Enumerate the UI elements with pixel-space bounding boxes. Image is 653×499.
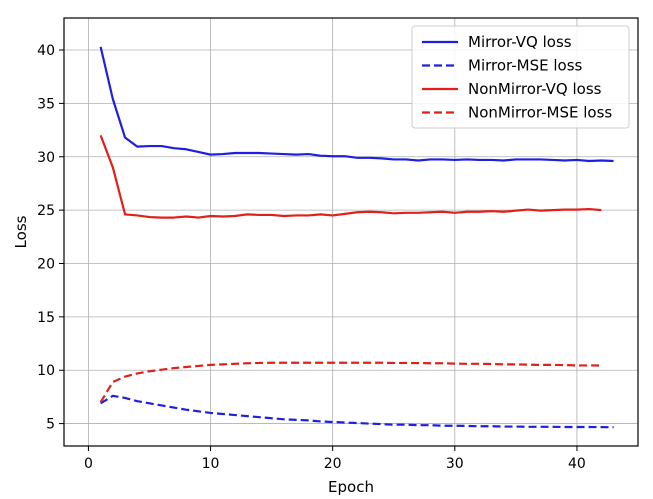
x-axis-label: Epoch xyxy=(328,478,374,496)
y-tick-label: 20 xyxy=(37,256,55,272)
x-tick-label: 10 xyxy=(202,456,220,472)
series-lines xyxy=(99,46,614,429)
plot-area-frame xyxy=(63,17,639,447)
y-tick-label: 40 xyxy=(37,43,55,59)
series-line-nonmirror-vq-loss xyxy=(99,135,602,219)
series-line-mirror-vq-loss xyxy=(99,46,614,163)
x-tick-label: 30 xyxy=(446,456,464,472)
y-tick-label: 15 xyxy=(37,310,55,326)
y-tick-label: 25 xyxy=(37,203,55,219)
series-line-nonmirror-mse-loss xyxy=(99,361,602,403)
series-line-mirror-mse-loss xyxy=(100,394,614,429)
y-tick-label: 5 xyxy=(46,417,55,433)
legend: Mirror-VQ loss Mirror-MSE loss NonMirror-V… xyxy=(411,25,630,129)
legend-label: Mirror-VQ loss xyxy=(468,33,572,51)
y-tick-label: 10 xyxy=(37,363,55,379)
x-tick-label: 0 xyxy=(84,456,93,472)
axis-ticks: 0 10 20 30 40 5 10 15 20 25 30 35 40 xyxy=(37,43,586,472)
y-axis-label: Loss xyxy=(12,215,30,248)
legend-label: Mirror-MSE loss xyxy=(468,57,583,75)
x-tick-label: 40 xyxy=(568,456,586,472)
x-tick-label: 20 xyxy=(324,456,342,472)
legend-box xyxy=(411,25,630,129)
y-tick-label: 35 xyxy=(37,96,55,112)
legend-label: NonMirror-VQ loss xyxy=(468,80,602,98)
legend-label: NonMirror-MSE loss xyxy=(468,104,612,122)
y-tick-label: 30 xyxy=(37,150,55,166)
